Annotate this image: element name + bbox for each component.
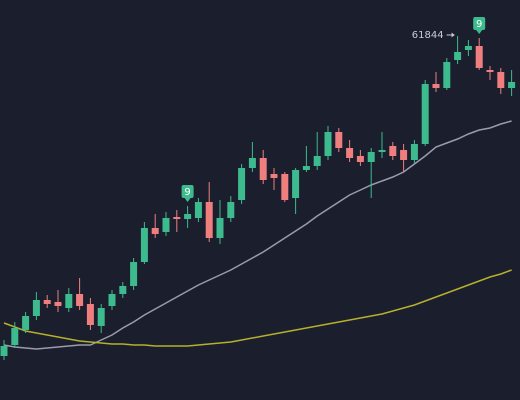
candle-body [367,152,375,162]
candle-body [238,168,246,200]
candle-body [259,158,267,180]
candle-body [508,82,516,88]
candle-body [216,218,224,238]
candle-body [11,328,19,345]
candle-body [22,316,30,330]
candle-body [475,46,483,68]
candle-body [292,170,300,198]
candle-body [227,202,235,218]
candle-body [194,202,202,218]
signal-badge-tip [476,30,483,34]
candle-body [76,294,84,306]
signal-badge [473,17,486,30]
candle-body [324,132,332,156]
candle-body [162,218,170,232]
signal-label: 9 [476,19,482,30]
candle-body [378,150,386,152]
candle-body [86,304,94,325]
candle-body [346,148,354,158]
candle-body [97,308,105,326]
candle-body [421,84,429,144]
moving-average [3,120,512,350]
candle-body [43,300,51,304]
candle-body [140,228,148,262]
signal-label: 9 [184,187,190,198]
candle-body [432,84,440,88]
signal-badge-tip [184,198,191,202]
candle-body [389,146,397,156]
high-label: 61844 [412,30,444,41]
candle-body [119,286,127,294]
candle-body [108,294,116,306]
candle-body [270,174,278,178]
high-arrow-head [451,32,455,38]
candle-body [313,156,321,166]
candle-body [205,202,213,238]
candle-body [454,52,462,60]
candle-body [497,72,505,88]
candle-body [173,217,181,219]
moving-average [3,269,512,347]
candle-body [400,150,408,160]
candle-body [184,214,192,219]
candle-body [248,158,256,168]
candle-body [335,132,343,148]
candle-body [410,144,418,160]
candle-body [302,166,310,170]
candle-body [32,300,40,316]
candle-body [0,346,8,356]
candle-body [443,62,451,88]
candle-body [486,70,494,72]
candle-body [130,262,138,286]
candle-body [151,228,159,234]
signal-badge [181,185,194,198]
candle-body [54,302,62,306]
candle-body [281,174,289,200]
candle-body [356,156,364,162]
candle-body [65,294,73,308]
candle-body [464,46,472,50]
